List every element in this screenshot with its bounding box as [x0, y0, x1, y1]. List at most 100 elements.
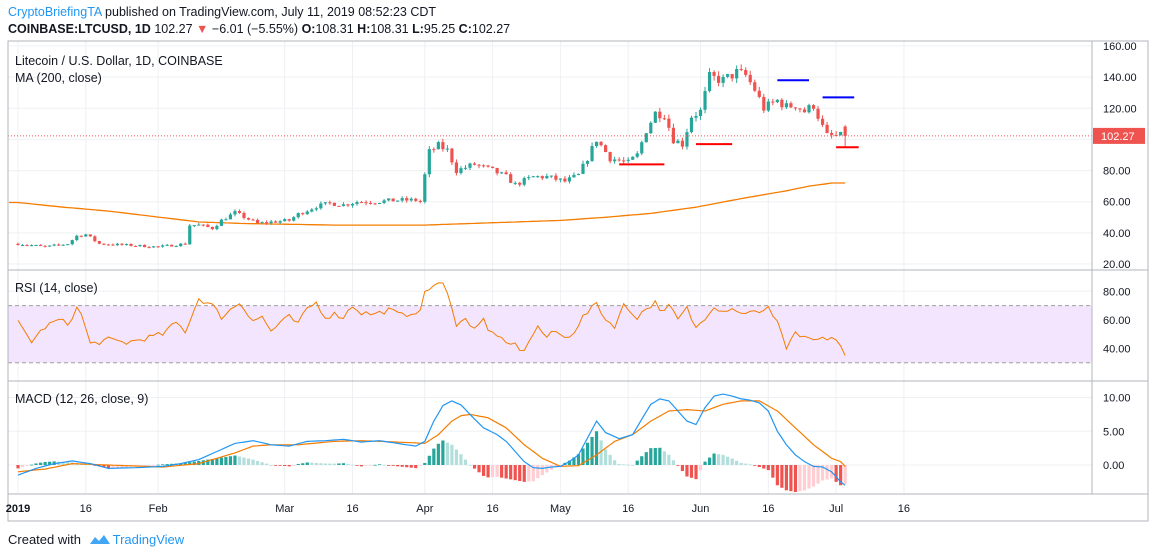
- tradingview-brand-link[interactable]: TradingView: [112, 532, 185, 547]
- candle-body: [102, 243, 106, 245]
- candle-body: [79, 235, 83, 237]
- macd-histogram-bar: [472, 465, 477, 469]
- macd-histogram-bar: [798, 465, 802, 492]
- candle-body: [301, 213, 305, 215]
- macd-histogram-bar: [219, 457, 223, 465]
- candle-body: [156, 246, 160, 248]
- macd-histogram-bar: [215, 458, 219, 465]
- candle-body: [314, 208, 318, 210]
- macd-histogram-bar: [576, 454, 581, 465]
- candle-body: [472, 163, 477, 165]
- macd-histogram-bar: [739, 462, 743, 465]
- macd-histogram-bar: [662, 451, 666, 465]
- macd-histogram-bar: [649, 448, 653, 465]
- macd-histogram-bar: [671, 460, 675, 465]
- macd-pane-title: MACD (12, 26, close, 9): [15, 392, 148, 406]
- candle-body: [622, 160, 626, 162]
- macd-histogram-bar: [445, 442, 449, 465]
- author-link[interactable]: CryptoBriefingTA: [8, 5, 102, 19]
- candle-body: [757, 90, 761, 97]
- candle-body: [283, 219, 287, 222]
- macd-histogram-bar: [581, 448, 585, 465]
- candle-body: [545, 176, 549, 179]
- macd-histogram-bar: [378, 464, 382, 466]
- candle-body: [436, 142, 440, 150]
- axis-labels: 2019 16 Feb Mar 16 Apr 16 May 16 Jun 16 Jul 16 160.00…: [6, 41, 1145, 515]
- macd-histogram-bar: [142, 465, 147, 466]
- macd-histogram-bar: [115, 465, 120, 468]
- x-tick-label: Jun: [692, 503, 710, 515]
- macd-histogram-bar: [463, 459, 468, 465]
- macd-histogram-bar: [820, 465, 825, 481]
- macd-histogram-bar: [287, 465, 291, 467]
- macd-histogram-bar: [843, 465, 847, 484]
- candle-body: [658, 111, 662, 119]
- macd-histogram-bar: [825, 465, 829, 480]
- macd-histogram-bar: [414, 465, 418, 469]
- candle-body: [721, 76, 725, 83]
- candle-body: [391, 198, 395, 202]
- candle-body: [382, 200, 386, 203]
- candle-body: [111, 244, 115, 246]
- macd-histogram-bar: [454, 449, 459, 465]
- candle-body: [396, 200, 400, 202]
- macd-histogram-bar: [441, 440, 445, 465]
- rsi-layer: [17, 282, 846, 356]
- macd-histogram-bar: [237, 456, 242, 465]
- candle-body: [287, 219, 291, 221]
- candle-body: [400, 198, 404, 201]
- macd-histogram-bar: [292, 465, 296, 466]
- macd-histogram-bar: [518, 465, 522, 482]
- macd-histogram-bar: [183, 462, 187, 465]
- candles-layer: [8, 64, 1092, 249]
- candle-body: [115, 243, 120, 246]
- candle-body: [626, 159, 630, 161]
- candle-body: [816, 108, 820, 119]
- macd-histogram-bar: [39, 462, 43, 465]
- macd-histogram-bar: [391, 465, 395, 466]
- candle-body: [730, 74, 734, 79]
- candle-body: [29, 245, 34, 247]
- candle-body: [170, 244, 174, 247]
- candle-body: [445, 148, 449, 150]
- candle-body: [219, 219, 223, 226]
- ma200-layer: [9, 182, 846, 226]
- macd-histogram-bar: [319, 463, 323, 465]
- y-tick-label: 120.00: [1103, 103, 1137, 115]
- macd-histogram-bar: [640, 456, 644, 465]
- x-tick-label: Jul: [829, 503, 843, 515]
- candle-body: [39, 245, 43, 247]
- candle-body: [378, 202, 382, 204]
- macd-histogram-bar: [558, 465, 562, 466]
- candle-body: [744, 69, 748, 75]
- candle-body: [75, 235, 79, 241]
- macd-histogram-bar: [653, 447, 657, 465]
- candle-body: [685, 132, 689, 147]
- macd-histogram-bar: [599, 440, 603, 465]
- candle-body: [811, 105, 816, 109]
- candle-body: [427, 149, 431, 175]
- candle-body: [255, 219, 260, 224]
- macd-histogram-bar: [251, 459, 255, 465]
- macd-histogram-bar: [613, 460, 617, 465]
- candle-body: [373, 203, 377, 205]
- candle-body: [825, 124, 829, 133]
- macd-histogram-bar: [468, 465, 472, 466]
- last-price-tag-label: 102.27: [1101, 131, 1135, 143]
- macd-histogram-bar: [359, 465, 364, 467]
- candle-body: [319, 203, 323, 209]
- candle-body: [328, 202, 332, 204]
- candle-body: [477, 164, 481, 166]
- macd-histogram-bar: [382, 464, 386, 466]
- macd-histogram-bar: [48, 461, 52, 465]
- y-tick-label: 80.00: [1103, 286, 1131, 298]
- candle-body: [423, 174, 427, 202]
- macd-histogram-bar: [192, 461, 196, 465]
- candle-body: [726, 74, 730, 77]
- candle-body: [292, 217, 296, 221]
- candle-body: [454, 162, 459, 174]
- macd-histogram-bar: [789, 465, 793, 492]
- candle-body: [52, 244, 56, 246]
- macd-histogram-bar: [802, 465, 807, 491]
